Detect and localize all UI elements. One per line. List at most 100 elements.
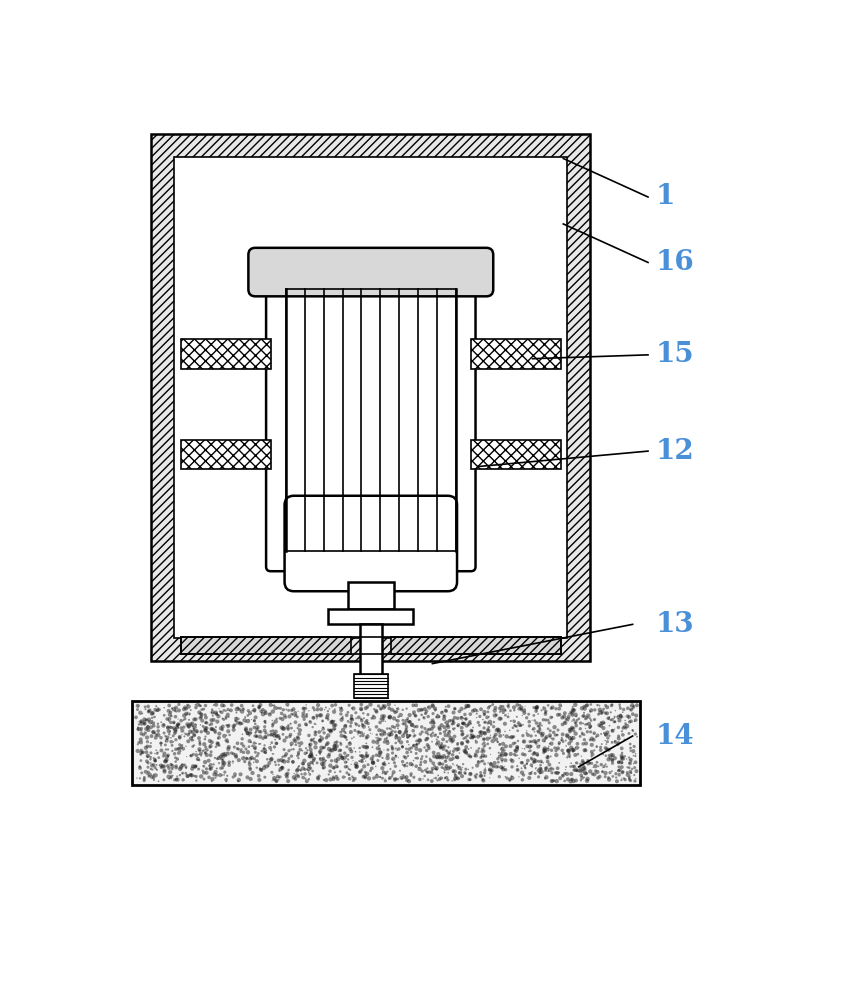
Point: [555, 732, 569, 748]
Point: [353, 747, 367, 763]
Point: [189, 699, 203, 715]
Point: [484, 756, 498, 772]
Point: [217, 728, 231, 744]
Point: [551, 727, 564, 743]
Point: [521, 738, 534, 754]
Point: [292, 735, 305, 751]
Point: [529, 735, 543, 751]
Point: [431, 734, 445, 750]
Point: [503, 729, 516, 745]
Point: [621, 764, 634, 780]
Point: [398, 757, 412, 773]
Point: [144, 751, 157, 767]
Point: [222, 757, 236, 773]
Point: [329, 758, 343, 774]
Point: [593, 769, 606, 785]
Point: [494, 746, 508, 762]
Point: [317, 772, 331, 788]
Point: [548, 740, 562, 756]
Point: [162, 760, 176, 776]
Point: [531, 718, 545, 734]
Point: [367, 770, 380, 786]
Point: [453, 765, 467, 781]
Point: [385, 702, 398, 718]
Point: [200, 742, 214, 758]
Point: [155, 759, 168, 775]
Point: [600, 705, 614, 721]
Point: [183, 706, 197, 722]
Point: [398, 749, 411, 765]
Point: [484, 727, 498, 743]
Point: [483, 770, 497, 786]
Point: [359, 746, 373, 762]
Point: [459, 761, 473, 777]
Point: [563, 736, 576, 752]
Point: [193, 735, 207, 751]
Point: [298, 745, 312, 761]
Point: [188, 727, 202, 743]
Point: [382, 700, 396, 716]
Point: [412, 760, 426, 776]
Point: [412, 735, 426, 751]
Point: [439, 761, 452, 777]
Point: [138, 711, 151, 727]
Point: [557, 709, 571, 725]
Point: [204, 705, 218, 721]
Point: [581, 697, 594, 713]
Point: [237, 700, 251, 716]
Point: [628, 773, 642, 789]
Point: [470, 766, 484, 782]
Point: [136, 744, 150, 760]
Point: [486, 719, 500, 735]
Point: [581, 724, 594, 740]
Point: [242, 712, 256, 728]
Point: [545, 730, 558, 746]
Point: [529, 700, 543, 716]
Point: [600, 741, 614, 757]
Point: [314, 707, 327, 723]
Point: [274, 700, 287, 716]
Point: [134, 734, 148, 750]
Bar: [151, 134, 590, 157]
Point: [538, 733, 551, 749]
Point: [168, 746, 181, 762]
Point: [326, 714, 339, 730]
Point: [234, 744, 248, 760]
Point: [164, 714, 178, 730]
Point: [569, 702, 582, 718]
Point: [157, 772, 171, 788]
Point: [159, 728, 173, 744]
Point: [545, 773, 558, 789]
Point: [493, 704, 507, 720]
Point: [295, 766, 309, 782]
Point: [252, 700, 266, 716]
Point: [302, 758, 315, 774]
Point: [327, 760, 340, 776]
Point: [567, 723, 581, 739]
Point: [162, 726, 176, 742]
Point: [450, 770, 463, 786]
Point: [435, 704, 449, 720]
Point: [580, 710, 593, 726]
Point: [262, 706, 275, 722]
Point: [577, 727, 591, 743]
Point: [516, 717, 530, 733]
Point: [167, 701, 180, 717]
Point: [161, 758, 174, 774]
Point: [410, 733, 423, 749]
Point: [428, 761, 442, 777]
Point: [139, 701, 152, 717]
Point: [392, 730, 406, 746]
Point: [194, 698, 208, 714]
Point: [386, 768, 399, 784]
Point: [245, 750, 258, 766]
Point: [452, 760, 466, 776]
Point: [459, 730, 473, 746]
Point: [316, 721, 330, 737]
Point: [355, 713, 369, 729]
Point: [304, 742, 317, 758]
Point: [596, 760, 610, 776]
Point: [361, 699, 374, 715]
Point: [427, 745, 440, 761]
Point: [551, 707, 565, 723]
